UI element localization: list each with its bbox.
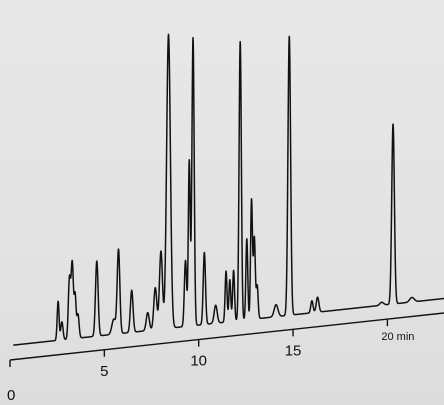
time-axis-ticks: 0 5 10 15 20 min — [7, 319, 414, 404]
time-axis-tick-label: 0 — [7, 387, 15, 404]
time-axis-tick-label: 15 — [285, 342, 302, 359]
time-axis-line — [9, 312, 444, 361]
time-axis: 0 5 10 15 20 min — [7, 312, 444, 404]
time-axis-tick-label: 5 — [100, 363, 108, 380]
time-axis-tick-label: 20 min — [381, 331, 414, 343]
time-axis-tick-label: 10 — [190, 353, 207, 370]
chromatogram-trace — [13, 33, 444, 346]
